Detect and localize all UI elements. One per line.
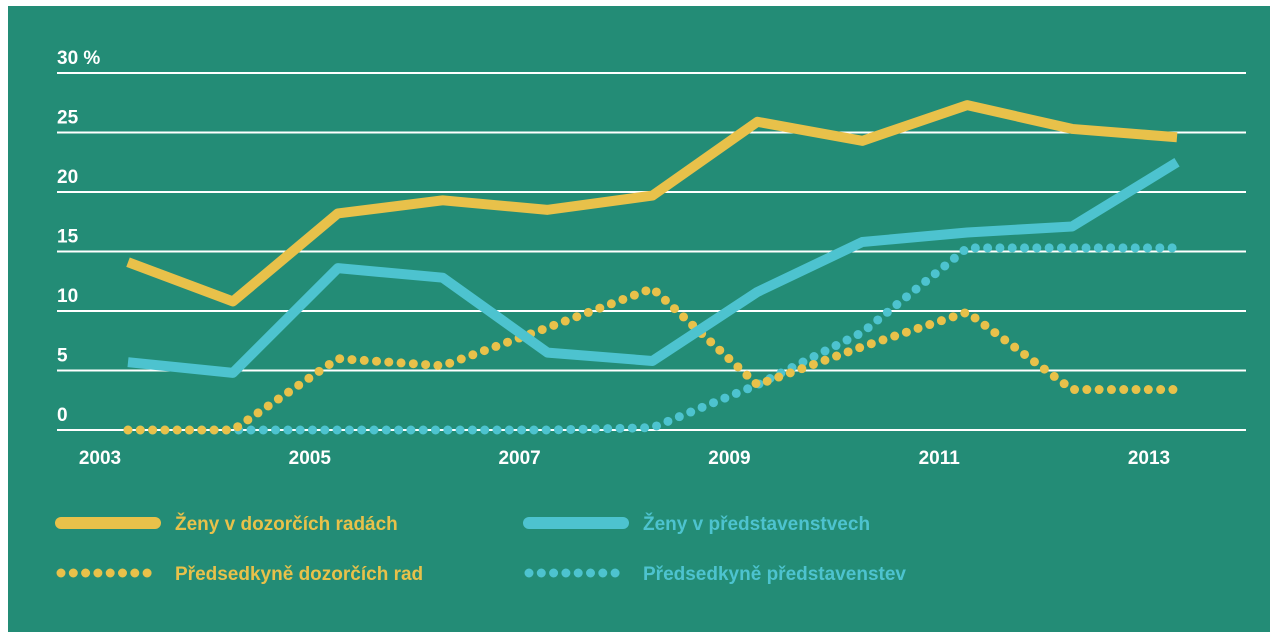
y-tick-label: 20 <box>57 167 78 188</box>
x-tick-label: 2011 <box>919 448 961 469</box>
y-tick-label: 10 <box>57 286 78 307</box>
x-tick-label: 2013 <box>1128 448 1170 469</box>
y-tick-label: 15 <box>57 227 79 248</box>
legend-label: Předsedkyně představenstev <box>643 564 906 585</box>
y-tick-label: 25 <box>57 108 79 129</box>
y-tick-label: 30 % <box>57 48 100 69</box>
legend-label: Ženy v dozorčích radách <box>175 513 398 535</box>
x-tick-label: 2003 <box>79 448 121 469</box>
legend-label: Ženy v představenstvech <box>643 513 870 535</box>
x-tick-label: 2005 <box>289 448 332 469</box>
line-series <box>123 243 1182 435</box>
line-series <box>123 283 1182 435</box>
y-tick-label: 5 <box>57 346 68 367</box>
legend-label: Předsedkyně dozorčích rad <box>175 564 423 585</box>
x-tick-label: 2009 <box>708 448 750 469</box>
line-series <box>127 157 1180 378</box>
y-tick-label: 0 <box>57 405 68 426</box>
background <box>8 6 1270 632</box>
x-tick-label: 2007 <box>498 448 540 469</box>
line-series <box>126 100 1178 307</box>
